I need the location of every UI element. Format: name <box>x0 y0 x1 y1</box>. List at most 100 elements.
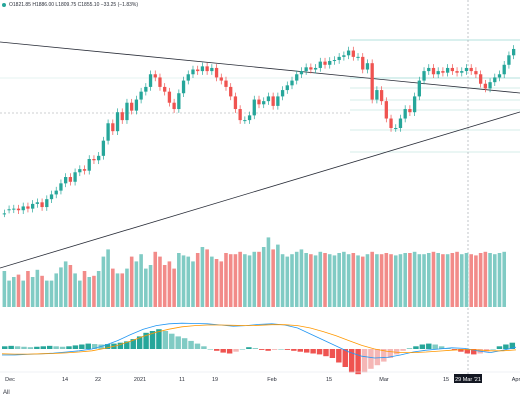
macd-histogram-bar <box>246 347 252 349</box>
candle-body <box>82 169 87 171</box>
volume-bar <box>261 247 266 307</box>
macd-line <box>2 322 517 359</box>
volume-bar <box>214 259 219 307</box>
macd-histogram-bar <box>104 344 111 349</box>
macd-histogram-bar <box>66 346 72 349</box>
candle-body <box>101 140 106 156</box>
candle-body <box>478 74 483 84</box>
candle-body <box>412 96 417 113</box>
volume-bar <box>474 255 478 307</box>
volume-bar <box>115 273 120 307</box>
candle-body <box>408 109 412 113</box>
candle-body <box>196 69 200 72</box>
candle-body <box>238 109 242 121</box>
candle-body <box>502 64 506 75</box>
candle-body <box>507 55 511 65</box>
candle-body <box>262 101 266 105</box>
candle-body <box>436 71 440 75</box>
volume-bar <box>502 251 507 307</box>
candle-body <box>45 199 49 208</box>
candle-body <box>455 71 459 73</box>
candle-body <box>351 50 355 57</box>
macd-histogram-bar <box>503 344 509 349</box>
volume-bar <box>488 253 492 307</box>
candle-body <box>304 67 308 72</box>
candle-body <box>144 86 148 92</box>
macd-histogram-bar <box>265 349 271 351</box>
range-all-button[interactable]: All <box>3 390 10 396</box>
macd-histogram-bar <box>336 349 342 363</box>
volume-bar <box>393 255 398 307</box>
candle-body <box>450 67 454 72</box>
volume-bar <box>280 254 285 307</box>
macd-histogram-bar <box>40 346 47 349</box>
volume-bar <box>436 253 440 307</box>
candle-body <box>153 74 157 78</box>
candle-body <box>285 85 289 91</box>
volume-bar <box>30 277 35 307</box>
candle-body <box>243 120 247 122</box>
volume-bar <box>360 256 365 307</box>
macd-histogram-bar <box>8 345 14 349</box>
volume-bar <box>167 261 172 307</box>
volume-bar <box>276 244 280 307</box>
volume-bar <box>205 249 209 307</box>
candle-body <box>191 69 195 75</box>
volume-bar <box>224 253 228 307</box>
volume-bar <box>450 253 455 307</box>
macd-histogram-bar <box>284 349 291 350</box>
volume-bar <box>177 253 181 307</box>
candle-body <box>214 67 219 78</box>
volume-bar <box>144 268 148 307</box>
volume-bar <box>294 251 299 307</box>
macd-histogram-bar <box>117 342 124 349</box>
candle-body <box>92 159 96 161</box>
volume-bar <box>464 253 469 307</box>
macd-histogram-bar <box>259 349 265 350</box>
macd-histogram-bar <box>136 336 143 349</box>
volume-bar <box>125 268 129 307</box>
candle-body <box>299 71 304 75</box>
volume-bar <box>59 267 63 307</box>
volume-bar <box>92 275 96 307</box>
candle-body <box>276 96 280 106</box>
ohlc-readout: O1821.85 H1886.00 L1809.75 C1855.10 −33.… <box>2 2 138 8</box>
macd-histogram-bar <box>400 349 406 351</box>
candle-body <box>384 101 388 119</box>
volume-bar <box>342 251 346 307</box>
volume-bar <box>497 253 502 307</box>
volume-bar <box>134 261 139 307</box>
macd-histogram-bar <box>27 347 34 349</box>
volume-bar <box>73 273 77 307</box>
macd-histogram-bar <box>381 349 387 362</box>
volume-bar <box>54 273 59 307</box>
candle-body <box>379 90 384 102</box>
macd-histogram-bar <box>432 344 438 349</box>
volume-bar <box>389 254 393 307</box>
volume-bar <box>49 280 54 307</box>
candle-body <box>125 102 129 121</box>
macd-histogram-bar <box>413 346 419 349</box>
candle-body <box>35 202 40 204</box>
volume-bar <box>148 265 153 307</box>
candle-body <box>40 202 44 208</box>
fib-retracement <box>0 0 520 378</box>
volume-bar <box>40 275 44 307</box>
candle-body <box>441 71 445 73</box>
volume-bar <box>332 255 337 307</box>
macd-histogram-bar <box>387 349 393 358</box>
volume-bar <box>346 254 351 307</box>
candles <box>2 45 516 218</box>
macd-histogram-bar <box>438 346 445 349</box>
volume-bar <box>304 253 308 307</box>
ohlc-values: O1821.85 H1886.00 L1809.75 C1855.10 −33.… <box>9 2 138 8</box>
candle-body <box>488 82 492 89</box>
candle-body <box>177 93 181 110</box>
candle-body <box>54 190 58 195</box>
volume-bar <box>271 249 275 307</box>
volume-bar <box>478 253 483 307</box>
candle-body <box>115 112 120 132</box>
macd-histogram-bar <box>91 344 98 349</box>
